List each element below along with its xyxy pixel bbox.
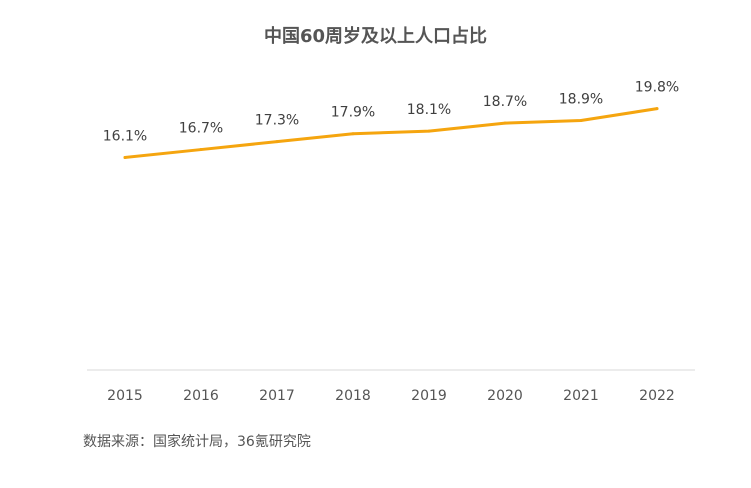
data-point-2022	[655, 107, 659, 111]
x-tick-label-2016: 2016	[183, 388, 219, 404]
x-tick-label-2017: 2017	[259, 388, 295, 404]
data-point-2019	[427, 129, 431, 133]
data-point-2017	[275, 140, 279, 144]
data-label-2020: 18.7%	[483, 94, 527, 110]
x-tick-label-2015: 2015	[107, 388, 143, 404]
data-point-2016	[199, 148, 203, 152]
data-label-2016: 16.7%	[179, 121, 223, 137]
source-note: 数据来源：国家统计局，36氪研究院	[83, 434, 311, 450]
data-point-2021	[579, 119, 583, 123]
data-label-2015: 16.1%	[103, 128, 147, 144]
data-point-2015	[123, 155, 127, 159]
data-point-2020	[503, 121, 507, 125]
data-label-2017: 17.3%	[255, 113, 299, 129]
x-tick-label-2022: 2022	[639, 388, 675, 404]
data-label-2022: 19.8%	[635, 80, 679, 96]
data-label-2018: 17.9%	[331, 105, 375, 121]
x-tick-label-2021: 2021	[563, 388, 599, 404]
x-tick-label-2020: 2020	[487, 388, 523, 404]
chart-marks: 2015 2016 2017 2018 2019 2020 2021 2022 16.1% 16.…	[103, 80, 679, 404]
series-line	[123, 107, 659, 159]
data-label-2021: 18.9%	[559, 92, 603, 108]
chart-title: 中国60周岁及以上人口占比	[263, 26, 488, 47]
x-tick-label-2018: 2018	[335, 388, 371, 404]
data-label-2019: 18.1%	[407, 102, 451, 118]
x-tick-label-2019: 2019	[411, 388, 447, 404]
data-point-2018	[351, 132, 355, 136]
